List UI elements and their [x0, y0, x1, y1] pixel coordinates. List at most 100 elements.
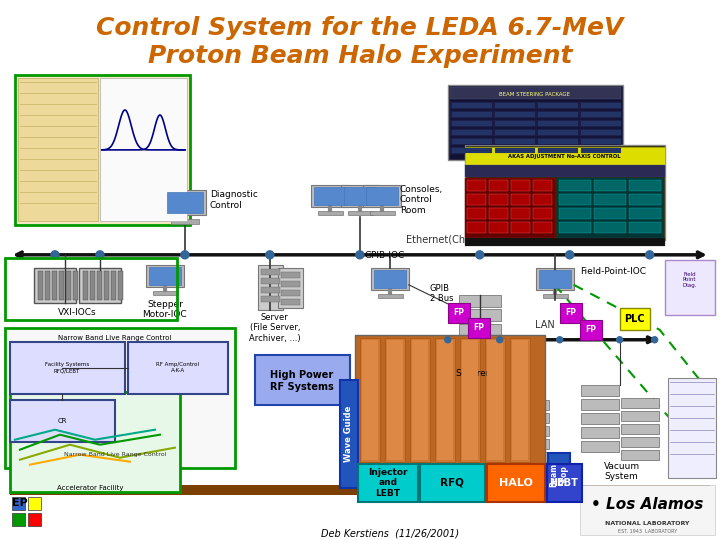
Bar	[5, 255, 180, 320]
Bar	[594, 222, 626, 233]
Text: LAN: LAN	[535, 320, 554, 330]
Bar	[437, 340, 453, 460]
Bar	[510, 208, 530, 219]
Circle shape	[646, 251, 654, 259]
Bar	[464, 147, 665, 165]
Bar	[621, 437, 659, 447]
Bar	[374, 270, 406, 288]
Bar	[487, 340, 503, 460]
Text: Vacuum
System: Vacuum System	[603, 462, 640, 481]
Text: FP: FP	[473, 323, 485, 332]
Bar	[467, 180, 486, 191]
Text: FP: FP	[565, 308, 576, 318]
Bar	[543, 294, 567, 298]
Bar	[467, 194, 486, 205]
Bar	[128, 342, 228, 394]
Bar	[281, 290, 300, 296]
Bar	[450, 87, 621, 99]
Bar	[510, 222, 530, 233]
Bar	[468, 318, 490, 338]
Bar	[559, 222, 590, 233]
Text: NATIONAL LABORATORY: NATIONAL LABORATORY	[606, 521, 690, 526]
Bar	[460, 338, 480, 462]
Bar	[581, 130, 621, 135]
Bar	[538, 148, 577, 153]
Bar	[495, 148, 535, 153]
Bar	[10, 400, 115, 442]
Bar	[104, 271, 109, 300]
Bar	[581, 148, 621, 153]
Bar	[594, 194, 626, 205]
Bar	[79, 268, 121, 303]
Bar	[261, 278, 280, 284]
Bar	[665, 260, 715, 315]
Bar	[66, 271, 71, 300]
Circle shape	[356, 251, 364, 259]
Bar	[533, 194, 552, 205]
Bar	[471, 446, 509, 457]
Bar	[667, 378, 716, 478]
Bar	[533, 180, 552, 191]
Bar	[580, 320, 602, 340]
Bar	[620, 308, 649, 330]
Bar	[83, 271, 88, 300]
Bar	[538, 139, 577, 144]
Text: Facility Systems
RFQ/LEBT: Facility Systems RFQ/LEBT	[45, 362, 89, 373]
Bar	[489, 194, 508, 205]
Bar	[559, 303, 582, 323]
Bar	[536, 268, 574, 290]
Bar	[581, 441, 618, 452]
Bar	[629, 180, 661, 191]
Bar	[358, 464, 418, 502]
Bar	[34, 268, 76, 303]
Bar	[451, 121, 492, 126]
Bar	[420, 464, 485, 502]
Bar	[510, 338, 530, 462]
Circle shape	[181, 251, 189, 259]
Bar	[450, 129, 621, 136]
Bar	[629, 194, 661, 205]
Bar	[450, 138, 621, 145]
Text: Injector
and
LEBT: Injector and LEBT	[368, 468, 408, 497]
Text: HEBT: HEBT	[549, 478, 578, 488]
Bar	[580, 485, 715, 535]
Bar	[281, 272, 300, 278]
Bar	[278, 268, 303, 308]
Bar	[448, 303, 469, 323]
Bar	[495, 112, 535, 117]
Text: RFQ: RFQ	[440, 478, 464, 488]
Bar	[10, 342, 125, 394]
Text: GPIB
2 Bus: GPIB 2 Bus	[430, 284, 454, 303]
Bar	[10, 392, 180, 491]
Bar	[281, 281, 300, 287]
Text: Consoles,
Control
Room: Consoles, Control Room	[400, 185, 443, 215]
Bar	[59, 271, 64, 300]
Text: Deb Kerstiens  (11/26/2001): Deb Kerstiens (11/26/2001)	[320, 529, 459, 538]
Bar	[464, 145, 665, 240]
Bar	[450, 111, 621, 118]
Text: Diagnostic
Control: Diagnostic Control	[210, 190, 258, 210]
Bar	[533, 222, 552, 233]
Circle shape	[445, 337, 451, 343]
Circle shape	[652, 337, 657, 343]
Bar	[495, 121, 535, 126]
Bar	[581, 413, 618, 424]
Text: PLC: PLC	[624, 314, 645, 324]
Bar	[450, 102, 621, 109]
Bar	[459, 323, 500, 335]
Bar	[489, 208, 508, 219]
Text: EST. 1943  LABORATORY: EST. 1943 LABORATORY	[618, 529, 678, 534]
Bar	[435, 338, 455, 462]
Bar	[255, 355, 350, 404]
Bar	[559, 208, 590, 219]
Bar	[314, 187, 346, 205]
Bar	[261, 269, 280, 275]
Bar	[495, 139, 535, 144]
Bar	[581, 121, 621, 126]
Bar	[111, 271, 116, 300]
Bar	[153, 291, 178, 295]
Bar	[581, 112, 621, 117]
Bar	[363, 185, 401, 207]
Bar	[28, 497, 41, 510]
Bar	[581, 399, 618, 410]
